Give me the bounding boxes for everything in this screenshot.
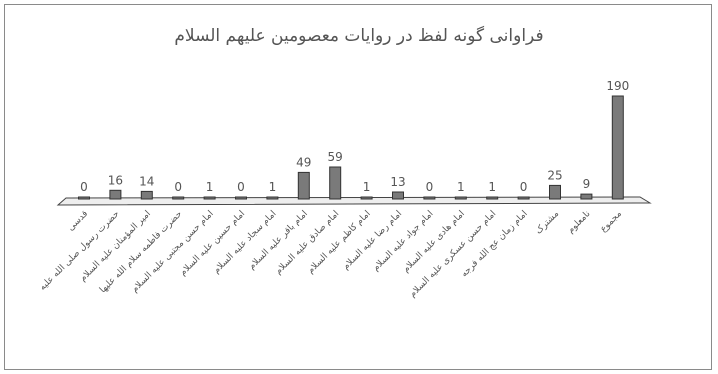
data-label: 0 [237,180,245,194]
bar [454,196,467,200]
category-label: مشترک [533,208,561,236]
category-label: مجموع [599,209,624,234]
bar [611,95,624,200]
bar [109,189,122,200]
bar [329,166,342,200]
bar [360,196,373,200]
chart-title: فراوانی گونه لفظ در روایات معصومین علیهم… [174,26,544,46]
bar [203,196,216,200]
category-label: امام جواد علیه السلام [371,209,435,273]
bar [266,196,279,200]
data-label: 0 [80,180,88,194]
data-label: 1 [363,180,371,194]
data-label: 1 [457,180,465,194]
data-label: 0 [174,180,182,194]
bar [392,191,404,200]
bar [423,196,436,200]
bar [235,196,247,200]
bar [172,196,185,200]
data-label: 1 [206,180,214,194]
data-label: 1 [269,180,277,194]
category-label: امام رضا علیه السلام [341,209,404,272]
data-label: 190 [606,79,629,93]
bar [78,196,90,200]
category-label: قدسی [66,209,90,233]
data-label: 16 [108,173,123,187]
data-label: 25 [547,168,562,182]
bar [517,196,530,200]
data-label: 49 [296,155,311,169]
chart-frame [4,4,712,370]
bar [580,193,593,200]
bar [297,171,310,200]
bar [140,190,153,200]
data-label: 14 [139,174,154,188]
data-label: 0 [426,180,434,194]
category-label: نامعلوم [566,209,593,236]
category-label: امام باقر علیه السلام [247,209,310,272]
data-label: 1 [488,180,496,194]
bar [549,184,561,200]
data-label: 13 [390,175,405,189]
data-label: 59 [328,150,343,164]
bar [486,196,499,200]
data-label: 0 [520,180,528,194]
data-label: 9 [583,177,591,191]
